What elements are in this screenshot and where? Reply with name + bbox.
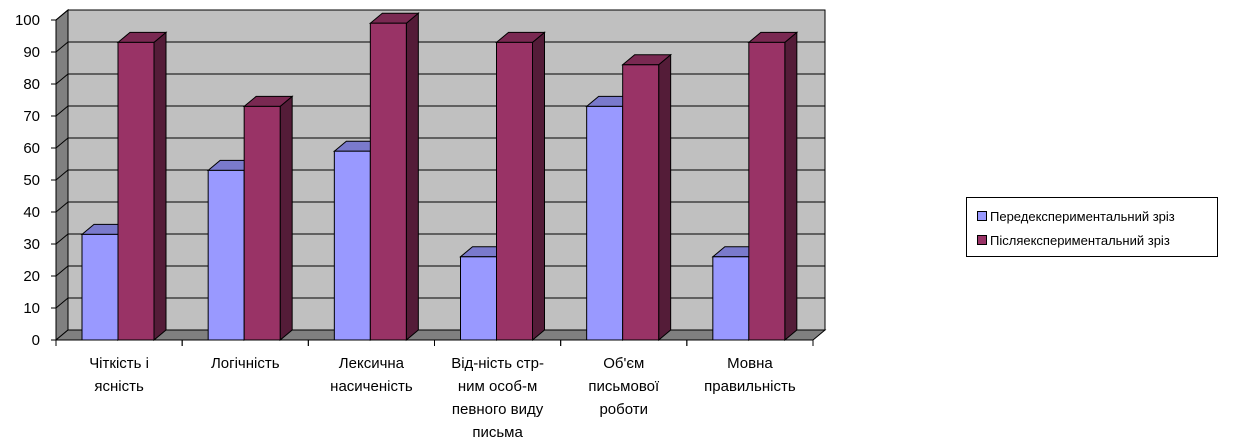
gridline	[55, 169, 825, 181]
y-tick-label: 90	[23, 44, 40, 61]
bar	[747, 31, 799, 342]
gridline	[55, 297, 825, 309]
x-category-label-line: Об'єм	[603, 355, 644, 372]
gridline	[55, 233, 825, 245]
bar-front-face	[586, 105, 624, 341]
x-category-label-line: правильність	[704, 378, 796, 395]
y-tick-label: 20	[23, 268, 40, 285]
legend-label: Післяекспериментальний зріз	[990, 232, 1170, 248]
bar	[495, 31, 546, 342]
x-category-label: Чіткість і ясність	[89, 355, 149, 395]
x-category-label-line: Чіткість і	[89, 355, 149, 372]
bar-front-face	[460, 256, 497, 341]
x-category-label-line: роботи	[599, 401, 648, 418]
gridlines	[55, 9, 825, 309]
chart-walls	[54, 8, 827, 342]
legend-swatch	[977, 235, 987, 245]
gridline	[55, 73, 825, 85]
gridline	[55, 137, 825, 149]
y-tick-label: 10	[23, 300, 40, 317]
x-category-label-line: ним особ-м	[458, 378, 537, 395]
y-tick-label: 30	[23, 236, 40, 253]
y-tick-label: 0	[32, 332, 40, 349]
x-category-label-line: певного виду	[452, 401, 544, 418]
bar-side-face	[658, 53, 672, 342]
y-tick-label: 60	[23, 140, 40, 157]
gridline	[55, 9, 825, 21]
floor	[54, 329, 827, 341]
x-category-label: Мовна правильність	[704, 355, 796, 395]
bar-front-face	[369, 22, 407, 341]
y-tick-label: 100	[15, 12, 40, 29]
bar-front-face	[496, 41, 533, 341]
x-category-label: Від-ність стр-ним особ-м певного виду пись…	[451, 355, 544, 438]
x-category-label-line: ясність	[94, 378, 144, 395]
legend-item: Передекспериментальний зріз	[977, 204, 1217, 228]
bar-side-face	[279, 95, 293, 342]
x-category-label-line: Мовна	[727, 355, 773, 372]
gridline	[55, 265, 825, 277]
x-category-label-line: письма	[472, 424, 523, 438]
x-category-label-line: Лексична	[339, 355, 405, 372]
y-tick-label: 80	[23, 76, 40, 93]
bar-front-face	[117, 41, 155, 341]
x-category-label-line: Логічність	[211, 355, 280, 372]
x-category-label-line: письмової	[588, 378, 660, 395]
y-axis-tick-labels: 0 10 20 30 40 50 60 70 80 90 100	[15, 12, 40, 349]
x-category-label-line: Від-ність стр-	[451, 355, 544, 372]
gridline	[55, 41, 825, 53]
x-category-label: Логічність	[211, 355, 280, 372]
gridline	[55, 105, 825, 117]
x-category-label: Лексична насиченість	[330, 355, 413, 395]
y-tick-label: 70	[23, 108, 40, 125]
legend-item: Післяекспериментальний зріз	[977, 228, 1217, 252]
legend-swatch	[977, 211, 987, 221]
x-category-label-line: насиченість	[330, 378, 413, 395]
bar-front-face	[207, 169, 245, 341]
axes	[51, 19, 814, 346]
gridline	[55, 201, 825, 213]
bar-front-face	[81, 233, 119, 341]
bar-front-face	[712, 256, 750, 341]
bar-front-face	[622, 64, 660, 341]
bar-side-face	[405, 12, 419, 342]
y-tick-label: 40	[23, 204, 40, 221]
bar-side-face	[153, 31, 167, 342]
y-tick-label: 50	[23, 172, 40, 189]
bar	[116, 31, 168, 342]
bar	[242, 95, 294, 342]
legend-label: Передекспериментальний зріз	[990, 208, 1175, 224]
bar-front-face	[748, 41, 786, 341]
bar	[368, 12, 420, 342]
bar-front-face	[333, 150, 371, 341]
legend: Передекспериментальний зріз Післяексперим…	[966, 197, 1218, 257]
bars	[80, 12, 799, 342]
bar-front-face	[243, 105, 281, 341]
bar-side-face	[784, 31, 798, 342]
x-axis-category-labels: Чіткість і ясність Логічність Лексична насич…	[89, 355, 796, 438]
bar-side-face	[532, 31, 545, 342]
bar	[621, 53, 673, 342]
x-category-label: Об'єм письмової роботи	[588, 355, 660, 418]
